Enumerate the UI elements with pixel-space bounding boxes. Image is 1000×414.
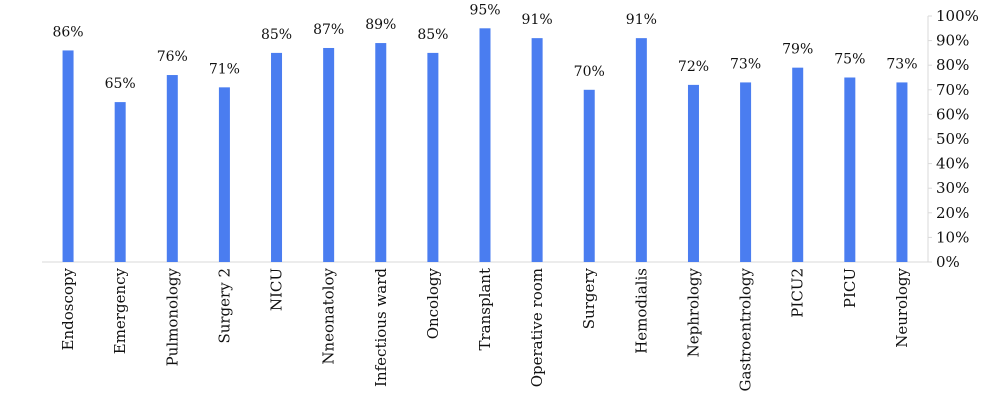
data-label: 65%	[105, 76, 136, 92]
category-label: Endoscopy	[59, 267, 77, 350]
data-label: 73%	[886, 56, 917, 72]
data-label: 91%	[522, 12, 553, 28]
category-label: PICU2	[789, 268, 807, 318]
data-label: 79%	[782, 42, 813, 58]
data-label: 85%	[417, 27, 448, 43]
y-tick-label: 50%	[936, 130, 969, 148]
bar	[896, 82, 908, 262]
y-tick-label: 80%	[936, 56, 969, 74]
category-label: Emergency	[111, 267, 129, 354]
bar	[323, 47, 335, 263]
category-label: Transplant	[476, 268, 494, 351]
bar	[375, 43, 387, 263]
data-label: 86%	[52, 24, 83, 40]
y-tick-label: 10%	[936, 228, 969, 246]
category-label: Oncology	[424, 267, 442, 339]
category-label: Nephrology	[684, 267, 702, 357]
bar	[114, 102, 126, 262]
category-label: Operative room	[528, 268, 546, 387]
category-label: Infectious ward	[372, 268, 390, 387]
category-label: Gastroentrology	[737, 267, 755, 391]
data-label: 73%	[730, 56, 761, 72]
data-label: 87%	[313, 22, 344, 38]
category-label: Surgery 2	[215, 268, 233, 344]
data-label: 70%	[574, 64, 605, 80]
data-label: 75%	[834, 52, 865, 68]
bar	[583, 89, 595, 262]
bar	[479, 28, 491, 262]
bar	[218, 87, 230, 262]
category-label: Surgery	[580, 267, 598, 329]
data-label: 71%	[209, 61, 240, 77]
data-label: 91%	[626, 12, 657, 28]
data-label: 85%	[261, 27, 292, 43]
data-label: 76%	[157, 49, 188, 65]
data-label: 89%	[365, 17, 396, 33]
y-tick-label: 0%	[936, 253, 960, 271]
data-label: 72%	[678, 59, 709, 75]
y-tick-label: 30%	[936, 179, 969, 197]
bar	[635, 38, 647, 262]
y-tick-label: 40%	[936, 155, 969, 173]
category-label: Hemodialis	[632, 268, 650, 354]
bar	[271, 52, 283, 263]
category-label: NICU	[268, 268, 286, 311]
y-tick-label: 70%	[936, 81, 969, 99]
category-label: Pulmonology	[163, 267, 181, 366]
bar	[792, 67, 804, 262]
data-label: 95%	[469, 2, 500, 18]
y-tick-label: 60%	[936, 105, 969, 123]
category-label: Neurology	[893, 267, 911, 347]
bar	[166, 75, 178, 262]
bar	[427, 52, 439, 263]
bar	[844, 77, 856, 262]
bar	[740, 82, 752, 262]
bar	[687, 84, 699, 262]
category-label: Nneonatoloy	[320, 267, 338, 364]
bar	[62, 50, 74, 262]
y-tick-label: 100%	[936, 7, 979, 25]
bar	[531, 38, 543, 262]
y-tick-label: 20%	[936, 204, 969, 222]
y-tick-label: 90%	[936, 32, 969, 50]
category-label: PICU	[841, 268, 859, 308]
